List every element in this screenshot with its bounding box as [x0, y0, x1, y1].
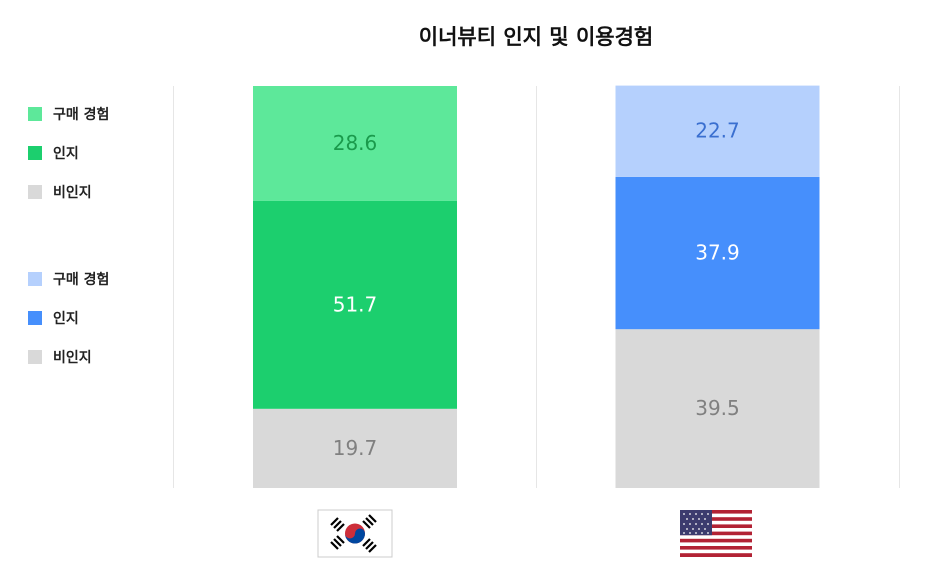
- bar-segment: [253, 408, 457, 488]
- legend-label: 구매 경험: [53, 271, 109, 288]
- legend-swatch: [28, 146, 42, 160]
- bar-segment: [615, 176, 820, 330]
- bar-segment: [615, 329, 820, 488]
- separators: [173, 86, 900, 488]
- legend-label: 인지: [53, 145, 79, 162]
- value-label: 39.5: [695, 396, 740, 420]
- us-flag: [680, 510, 752, 557]
- bar-segment: [253, 200, 457, 409]
- bar-segment: [253, 86, 457, 201]
- value-label: 22.7: [695, 119, 740, 143]
- value-label: 37.9: [695, 241, 740, 265]
- legend-swatch: [28, 311, 42, 325]
- legend-label: 인지: [53, 310, 79, 327]
- legend-swatch: [28, 350, 42, 364]
- value-label: 28.6: [333, 131, 378, 155]
- legend-swatch: [28, 272, 42, 286]
- legend-label: 구매 경험: [53, 106, 109, 123]
- legend-swatch: [28, 185, 42, 199]
- legend-label: 비인지: [53, 349, 92, 366]
- bar-segment: [615, 85, 820, 177]
- legend-label: 비인지: [53, 184, 92, 201]
- value-label: 51.7: [333, 292, 378, 316]
- value-label: 19.7: [333, 436, 378, 460]
- korea-flag: [317, 509, 393, 558]
- chart-title: 이너뷰티 인지 및 이용경험: [419, 25, 653, 49]
- legend-swatch: [28, 107, 42, 121]
